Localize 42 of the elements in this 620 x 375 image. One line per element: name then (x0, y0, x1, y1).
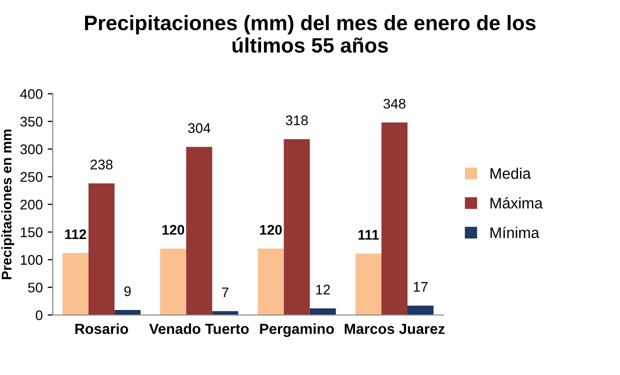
y-axis-title: Precipitaciones en mm (1, 130, 14, 280)
data-label: 120 (260, 224, 282, 235)
data-label: 120 (162, 224, 184, 235)
data-label: 7 (222, 288, 228, 298)
y-tick-label: 150 (20, 227, 42, 238)
data-label: 238 (90, 160, 113, 170)
data-label: 12 (316, 284, 330, 294)
x-tick-label: Marcos Juarez (344, 324, 445, 334)
legend-label: Máxima (490, 197, 543, 209)
y-tick-label: 50 (28, 282, 42, 293)
x-tick-label: Venado Tuerto (149, 323, 249, 334)
y-tick-label: 350 (20, 116, 42, 127)
bar (160, 248, 186, 315)
legend-label: Media (490, 168, 531, 179)
y-tick-label: 200 (20, 200, 42, 210)
data-label: 318 (286, 115, 308, 126)
bar (284, 139, 310, 315)
bar (258, 248, 284, 315)
data-label: 111 (358, 230, 379, 240)
data-label: 348 (383, 98, 406, 109)
x-tick-label: Pergamino (260, 323, 334, 337)
y-tick-label: 100 (20, 255, 42, 265)
bar (381, 122, 408, 315)
data-label: 304 (188, 123, 210, 133)
chart-title: Precipitaciones (mm) del mes de enero de los últimos 55 años (85, 15, 536, 53)
y-tick-label: 250 (20, 172, 42, 182)
bar (310, 308, 336, 315)
y-tick-label: 300 (20, 144, 42, 154)
bar (407, 306, 434, 315)
bar (355, 254, 382, 315)
bar (88, 183, 115, 315)
y-tick-label: 400 (20, 89, 42, 99)
bar (62, 253, 89, 315)
bar (114, 310, 141, 315)
bar (186, 146, 212, 315)
x-tick-label: Rosario (75, 323, 128, 334)
data-label: 112 (65, 229, 86, 240)
legend-label: Mínima (490, 226, 540, 238)
data-label: 17 (414, 282, 428, 292)
data-label: 9 (124, 286, 131, 296)
y-tick-label: 0 (36, 310, 42, 320)
bar (212, 311, 238, 315)
